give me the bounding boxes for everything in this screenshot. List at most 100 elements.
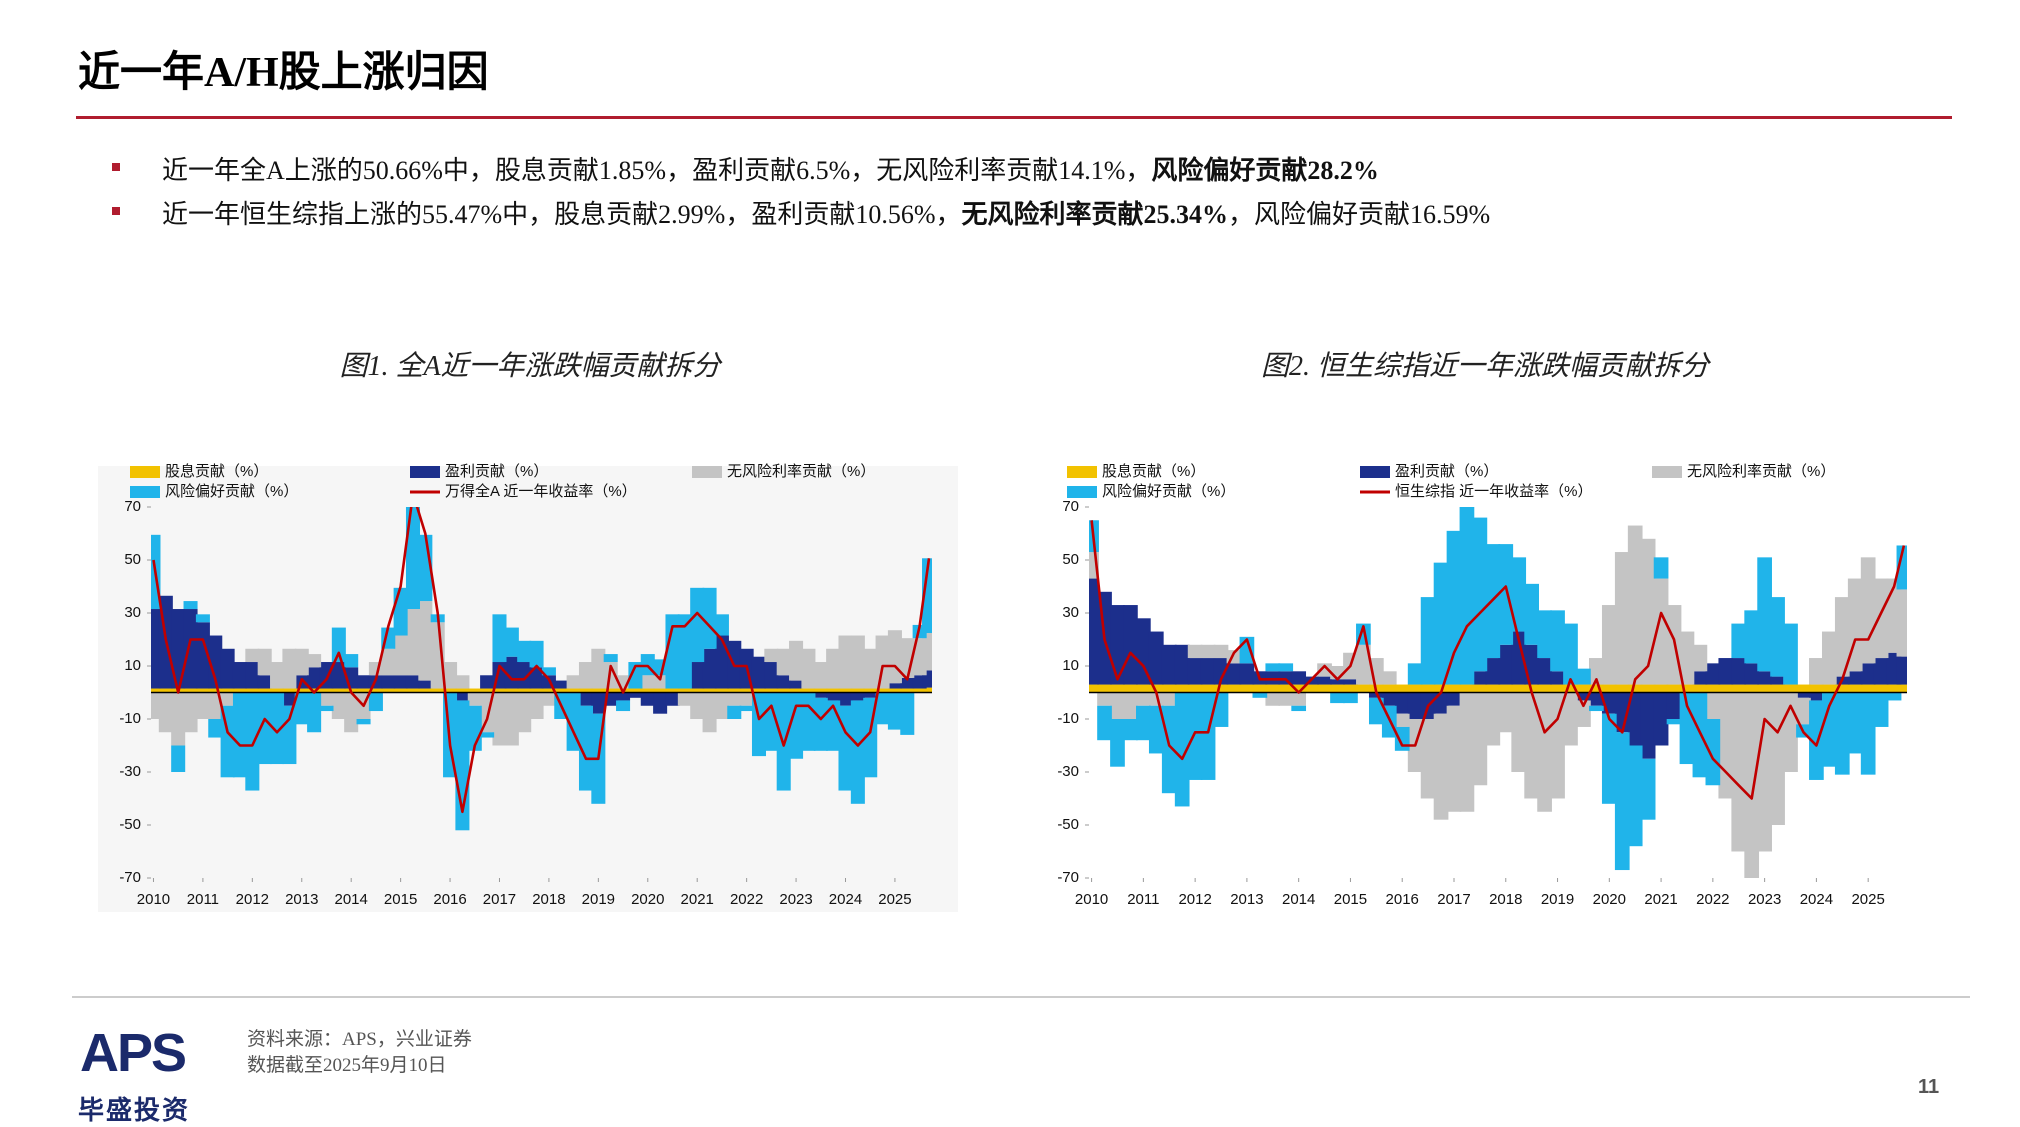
bar-segment [381,648,396,676]
bar-segment [653,675,668,689]
bar-segment [319,688,334,693]
bar-segment [653,692,668,714]
bar-segment [1187,692,1203,780]
legend-label: 无风险利率贡献（%） [1687,463,1835,480]
bar-segment [294,648,309,676]
bar-segment [1731,658,1747,685]
bar-segment [1330,684,1345,693]
bar-segment [1627,692,1643,746]
bar-segment [171,745,186,772]
bar-segment [1705,719,1721,786]
bar-segment [776,688,791,693]
bar-segment [492,688,507,693]
bar-segment [1589,658,1604,685]
bar-segment [764,688,779,693]
bar-segment [826,692,841,701]
bar-segment [702,648,717,689]
y-tick-label: 30 [124,604,141,621]
bar-segment [566,675,581,689]
bar-segment [1847,671,1863,685]
bar-segment [616,700,631,712]
bar-segment [1368,697,1384,725]
bar-segment [1123,719,1138,741]
bar-segment [900,677,915,689]
bar-segment [1873,658,1889,685]
x-tick-label: 2014 [1282,891,1315,908]
bar-segment [875,692,890,725]
bar-segment [1291,671,1307,685]
bar-segment [1161,692,1177,706]
bar-segment [1459,507,1475,685]
bar-segment [1498,544,1514,645]
bar-segment [1200,658,1216,685]
bar-segment [1511,631,1527,685]
bar-segment [1472,517,1488,672]
bar-segment [158,692,173,733]
bar-segment [1291,705,1307,712]
bar-segment [344,692,359,733]
bar-segment [1213,684,1229,693]
x-tick-label: 2022 [1696,891,1729,908]
bar-segment [1731,684,1747,693]
bar-segment [282,692,297,706]
bar-segment [1744,610,1760,664]
bar-segment [1317,676,1332,685]
bar-segment [727,692,742,706]
legend-label: 盈利贡献（%） [445,463,548,480]
bar-segment [1446,705,1462,812]
bar-segment [1744,692,1760,878]
bar-segment [171,609,186,689]
bar-segment [912,688,927,693]
bar-segment [455,692,470,701]
bar-segment [504,692,519,746]
bar-segment [789,692,804,759]
x-tick-label: 2011 [1127,891,1159,908]
x-tick-label: 2010 [137,891,170,908]
bar-segment [517,640,532,663]
bar-segment [1089,684,1099,693]
bar-segment [504,627,519,657]
bar-segment [863,648,878,689]
bar-segment [232,692,247,778]
y-tick-label: 70 [124,498,141,515]
bar-segment [677,614,692,689]
bar-segment [1420,684,1436,693]
bar-segment [232,688,247,693]
bar-segment [1640,758,1656,820]
bar-segment [208,719,223,738]
legend-swatch [1067,466,1097,478]
x-tick-label: 2017 [483,891,516,908]
bar-segment [1330,692,1345,704]
bar-segment [1834,684,1850,693]
bar-segment [418,601,433,681]
bar-segment [331,627,346,663]
bar-segment [1433,692,1449,714]
bar-segment [541,692,556,706]
bar-segment [1563,692,1578,746]
bar-segment [714,688,729,693]
bar-segment [714,614,729,636]
bar-segment [628,662,643,689]
bar-segment [1576,668,1591,685]
bar-segment [1304,684,1319,693]
bar-segment [665,614,680,689]
bar-segment [1589,705,1604,712]
bar-segment [1097,684,1112,693]
bullet-text: 近一年恒生综指上涨的55.47%中，股息贡献2.99%，盈利贡献10.56%， [162,200,962,229]
bar-segment [554,680,569,689]
bar-segment [850,635,865,689]
bar-segment [764,648,779,663]
bar-segment [183,609,198,689]
bar-segment [1433,562,1449,685]
bar-segment [653,688,668,693]
bar-segment [1731,623,1747,659]
x-tick-label: 2022 [730,891,763,908]
bar-segment [1744,663,1760,685]
bar-segment [1420,597,1436,685]
bar-segment [1783,623,1798,685]
bar-segment [1576,700,1591,727]
bar-segment [1873,684,1889,693]
bar-segment [307,654,322,668]
bar-segment [1498,684,1514,693]
bar-segment [566,688,581,693]
